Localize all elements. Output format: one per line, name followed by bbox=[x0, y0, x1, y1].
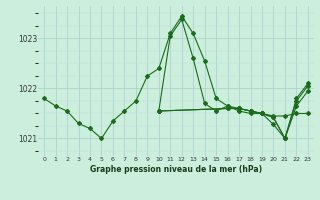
X-axis label: Graphe pression niveau de la mer (hPa): Graphe pression niveau de la mer (hPa) bbox=[90, 165, 262, 174]
